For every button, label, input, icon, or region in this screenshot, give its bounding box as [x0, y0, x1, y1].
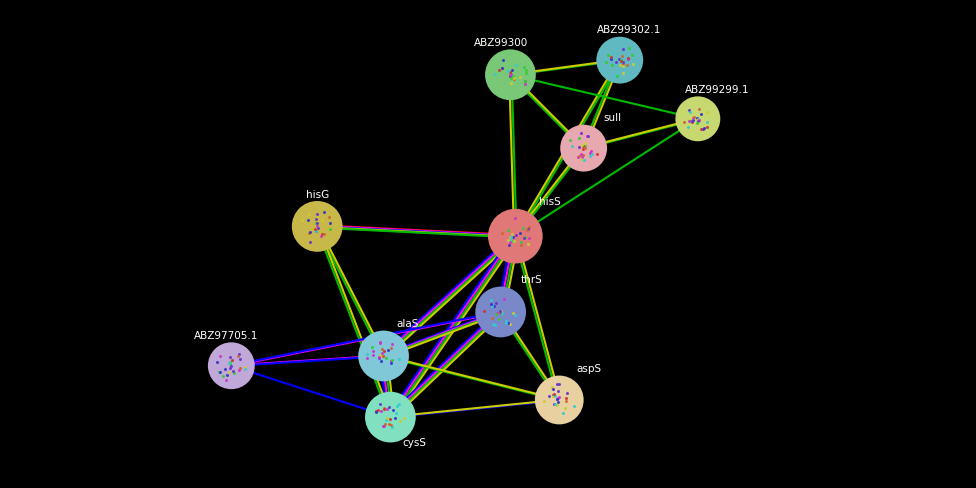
- Ellipse shape: [560, 125, 607, 172]
- Text: alaS: alaS: [397, 319, 419, 328]
- Text: hisG: hisG: [305, 189, 329, 199]
- Ellipse shape: [485, 50, 536, 101]
- Ellipse shape: [208, 343, 255, 389]
- Text: sulI: sulI: [604, 113, 622, 123]
- Text: hisS: hisS: [539, 197, 560, 207]
- Ellipse shape: [535, 376, 584, 425]
- Text: aspS: aspS: [576, 364, 601, 373]
- Ellipse shape: [292, 202, 343, 252]
- Text: cysS: cysS: [403, 437, 427, 447]
- Text: ABZ97705.1: ABZ97705.1: [194, 330, 259, 340]
- Ellipse shape: [488, 209, 543, 264]
- Text: ABZ99302.1: ABZ99302.1: [597, 25, 662, 35]
- Text: ABZ99299.1: ABZ99299.1: [685, 85, 750, 95]
- Ellipse shape: [475, 287, 526, 338]
- Ellipse shape: [358, 331, 409, 382]
- Text: thrS: thrS: [521, 275, 543, 285]
- Ellipse shape: [365, 392, 416, 443]
- Ellipse shape: [596, 38, 643, 84]
- Text: ABZ99300: ABZ99300: [473, 38, 528, 48]
- Ellipse shape: [675, 97, 720, 142]
